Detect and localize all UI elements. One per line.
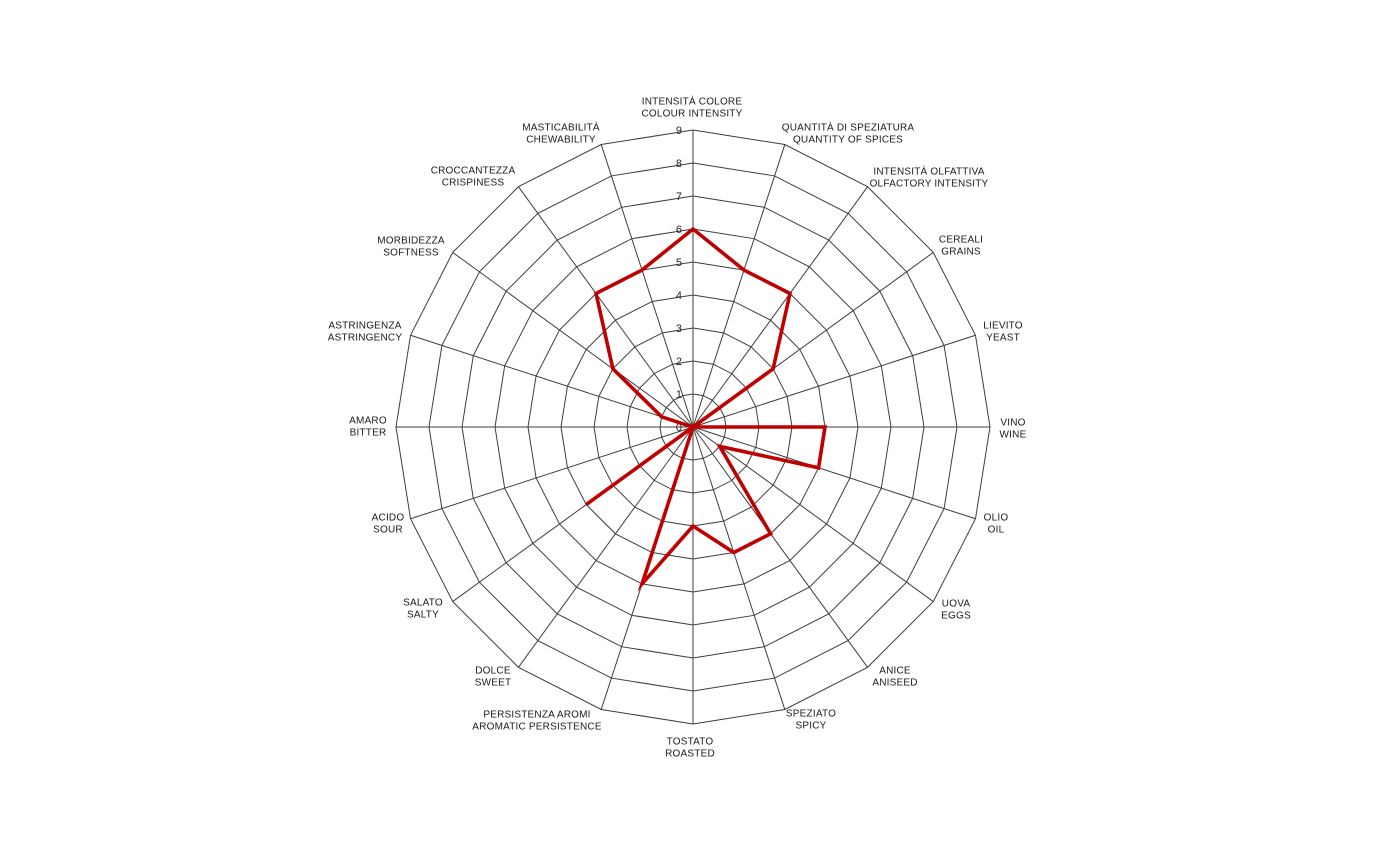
axis-label-en: AROMATIC PERSISTENCE [472, 721, 602, 732]
axis-label-10: TOSTATO ROASTED [665, 737, 715, 760]
axis-label-en: SPICY [795, 720, 827, 731]
grid-spoke [600, 144, 694, 428]
axis-label-9: SPEZIATO SPICY [786, 709, 836, 732]
axis-label-en: ASTRINGENCY [327, 332, 403, 343]
grid-spoke [692, 426, 934, 602]
tick-label: 0 [676, 422, 682, 434]
axis-label-6: OLIO OIL [984, 513, 1009, 536]
axis-label-it: CROCCANTEZZA [430, 165, 516, 177]
axis-label-2: INTENSITÀ OLFATTIVA OLFACTORY INTENSITY [870, 167, 989, 190]
axis-label-it: TOSTATO [666, 736, 714, 748]
axis-label-en: CRISPINESS [441, 177, 505, 188]
axis-label-it: ACIDO [371, 512, 405, 524]
axis-label-it: PERSISTENZA AROMI [483, 709, 591, 721]
axis-label-it: INTENSITÀ OLFATTIVA [873, 166, 985, 178]
axis-label-en: SALTY [407, 609, 439, 620]
tick-label: 8 [676, 158, 682, 170]
grid-spoke [452, 252, 694, 428]
axis-label-it: SALATO [403, 597, 443, 609]
axis-label-en: SOFTNESS [383, 247, 439, 258]
grid-spoke [692, 334, 976, 428]
series-polygon-0 [585, 226, 828, 592]
grid-spoke [692, 144, 786, 428]
axis-label-it: CEREALI [938, 234, 984, 246]
axis-label-18: CROCCANTEZZA CRISPINESS [431, 166, 516, 189]
axis-label-en: CHEWABILITY [526, 134, 596, 145]
axis-label-it: ANICE [879, 665, 911, 677]
axis-label-5: VINO WINE [1000, 418, 1027, 441]
axis-label-it: UOVA [941, 598, 971, 610]
tick-label: 7 [676, 191, 682, 203]
grid-spoke [692, 426, 786, 710]
axis-label-en: BITTER [349, 427, 387, 438]
grid-spoke [692, 426, 868, 668]
axis-label-4: LIEVITO YEAST [983, 321, 1023, 344]
axis-label-8: ANICE ANISEED [872, 666, 917, 689]
axis-label-en: OLFACTORY INTENSITY [869, 178, 989, 189]
axis-label-7: UOVA EGGS [941, 599, 971, 622]
grid-spoke [410, 334, 694, 428]
axis-label-16: ASTRINGENZA ASTRINGENCY [328, 321, 402, 344]
axis-label-14: ACIDO SOUR [372, 513, 405, 536]
axis-label-12: DOLCE SWEET [475, 666, 512, 689]
axis-label-en: WINE [999, 429, 1027, 440]
grid-spoke [410, 426, 694, 520]
axis-label-en: YEAST [986, 332, 1020, 343]
axis-label-it: INTENSITÀ COLORE [641, 96, 743, 108]
axis-label-it: AMARO [349, 415, 387, 427]
axis-label-en: SWEET [474, 677, 512, 688]
axis-label-en: COLOUR INTENSITY [641, 108, 743, 119]
axis-label-it: OLIO [983, 512, 1009, 524]
axis-label-en: SOUR [373, 524, 403, 535]
axis-label-it: ASTRINGENZA [328, 320, 402, 332]
axis-label-it: MORBIDEZZA [377, 235, 445, 247]
axis-label-it: VINO [1000, 417, 1026, 429]
axis-label-19: MASTICABILITÀ CHEWABILITY [522, 123, 600, 146]
axis-label-en: OIL [987, 524, 1005, 535]
tick-label: 5 [676, 257, 682, 269]
tick-label: 1 [676, 389, 682, 401]
axis-label-11: PERSISTENZA AROMI AROMATIC PERSISTENCE [472, 710, 601, 733]
axis-label-en: EGGS [941, 610, 971, 621]
axis-label-it: DOLCE [475, 665, 511, 677]
axis-label-en: ROASTED [665, 748, 715, 759]
axis-label-17: MORBIDEZZA SOFTNESS [377, 236, 445, 259]
grid-spoke [518, 186, 694, 428]
tick-label: 6 [676, 224, 682, 236]
axis-label-15: AMARO BITTER [349, 416, 387, 439]
grid-spoke [692, 426, 976, 520]
axis-label-13: SALATO SALTY [403, 598, 443, 621]
tick-label: 2 [676, 356, 682, 368]
tick-label: 3 [676, 323, 682, 335]
grid-spoke [692, 186, 868, 428]
axis-label-it: LIEVITO [983, 320, 1023, 332]
tick-label: 4 [676, 290, 682, 302]
axis-label-en: ANISEED [872, 677, 918, 688]
axis-label-en: GRAINS [941, 246, 981, 257]
axis-label-en: QUANTITY OF SPICES [792, 134, 904, 145]
axis-label-3: CEREALI GRAINS [939, 235, 983, 258]
axis-label-it: SPEZIATO [785, 708, 837, 720]
grid-spoke [518, 426, 694, 668]
axis-label-1: QUANTITÀ DI SPEZIATURA QUANTITY OF SPICES [782, 123, 915, 146]
axis-label-0: INTENSITÀ COLORE COLOUR INTENSITY [642, 97, 743, 120]
axis-label-it: QUANTITÀ DI SPEZIATURA [781, 122, 915, 134]
axis-label-it: MASTICABILITÀ [522, 122, 600, 134]
tick-label: 9 [676, 125, 682, 137]
